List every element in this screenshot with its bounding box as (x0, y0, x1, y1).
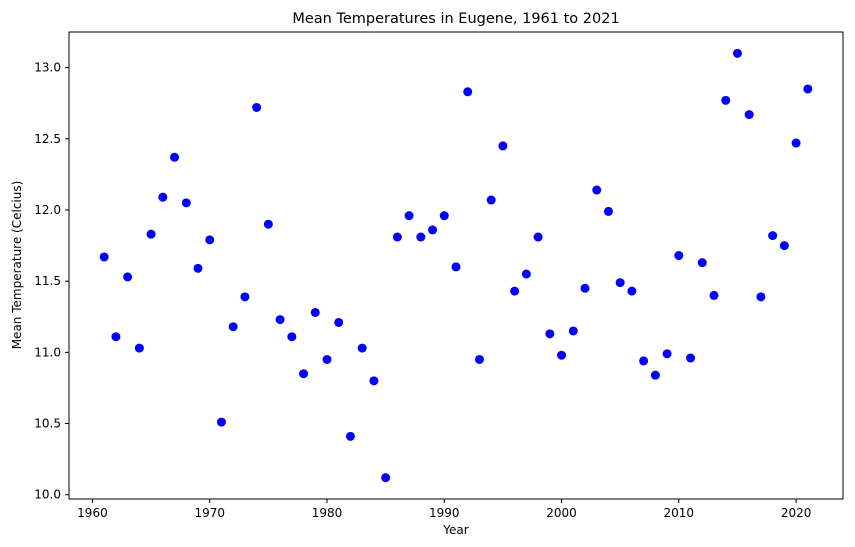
data-point (158, 192, 168, 202)
data-point (439, 211, 449, 221)
data-point (310, 307, 320, 317)
data-point (334, 317, 344, 327)
y-tick-label: 11.0 (34, 345, 61, 359)
x-axis-label: Year (442, 523, 468, 537)
data-point (228, 322, 238, 332)
data-point (474, 354, 484, 364)
x-tick-label: 1970 (194, 506, 225, 520)
data-point (686, 353, 696, 363)
data-point (639, 356, 649, 366)
data-point (791, 138, 801, 148)
data-point (146, 229, 156, 239)
chart-title: Mean Temperatures in Eugene, 1961 to 202… (292, 11, 619, 27)
data-point (392, 232, 402, 242)
data-point (756, 292, 766, 302)
x-tick-label: 1980 (312, 506, 343, 520)
data-point (498, 141, 508, 151)
data-point (299, 369, 309, 379)
data-point (627, 286, 637, 296)
y-axis-label: Mean Temperature (Celcius) (10, 181, 24, 350)
data-point (674, 251, 684, 261)
data-point (404, 211, 414, 221)
y-tick-label: 12.5 (34, 132, 61, 146)
x-axis: 1960 1970 1980 1990 2000 2010 2020 (77, 499, 811, 520)
data-point (193, 263, 203, 273)
x-tick-label: 2000 (546, 506, 577, 520)
data-point (345, 431, 355, 441)
data-point (580, 283, 590, 293)
y-tick-label: 13.0 (34, 61, 61, 75)
data-point (275, 315, 285, 325)
data-point (463, 87, 473, 97)
data-point (287, 332, 297, 342)
data-point (803, 84, 813, 94)
data-point (252, 102, 262, 112)
data-point (216, 417, 226, 427)
data-point (181, 198, 191, 208)
data-point (486, 195, 496, 205)
data-point (416, 232, 426, 242)
x-tick-label: 1990 (429, 506, 460, 520)
data-point (111, 332, 121, 342)
data-point (779, 241, 789, 251)
data-point (134, 343, 144, 353)
data-point (768, 231, 778, 241)
y-tick-label: 10.0 (34, 488, 61, 502)
data-point (533, 232, 543, 242)
x-tick-label: 1960 (77, 506, 108, 520)
data-point (263, 219, 273, 229)
y-tick-label: 12.0 (34, 203, 61, 217)
data-point (744, 110, 754, 120)
data-point (650, 370, 660, 380)
data-point (521, 269, 531, 279)
data-point (381, 473, 391, 483)
data-point (322, 354, 332, 364)
data-point (510, 286, 520, 296)
data-point (697, 258, 707, 268)
y-axis: 10.0 10.5 11.0 11.5 12.0 12.5 13.0 (34, 61, 69, 502)
y-tick-label: 11.5 (34, 274, 61, 288)
data-points (99, 48, 813, 483)
data-point (557, 350, 567, 360)
data-point (568, 326, 578, 336)
data-point (357, 343, 367, 353)
data-point (592, 185, 602, 195)
data-point (123, 272, 133, 282)
data-point (545, 329, 555, 339)
data-point (709, 290, 719, 300)
data-point (99, 252, 109, 262)
data-point (721, 95, 731, 105)
x-tick-label: 2010 (664, 506, 695, 520)
data-point (428, 225, 438, 235)
data-point (615, 278, 625, 288)
x-tick-label: 2020 (781, 506, 812, 520)
data-point (732, 48, 742, 58)
data-point (662, 349, 672, 359)
data-point (205, 235, 215, 245)
data-point (603, 206, 613, 216)
y-tick-label: 10.5 (34, 417, 61, 431)
data-point (451, 262, 461, 272)
plot-frame (68, 31, 844, 500)
data-point (240, 292, 250, 302)
data-point (369, 376, 379, 386)
data-point (170, 152, 180, 162)
